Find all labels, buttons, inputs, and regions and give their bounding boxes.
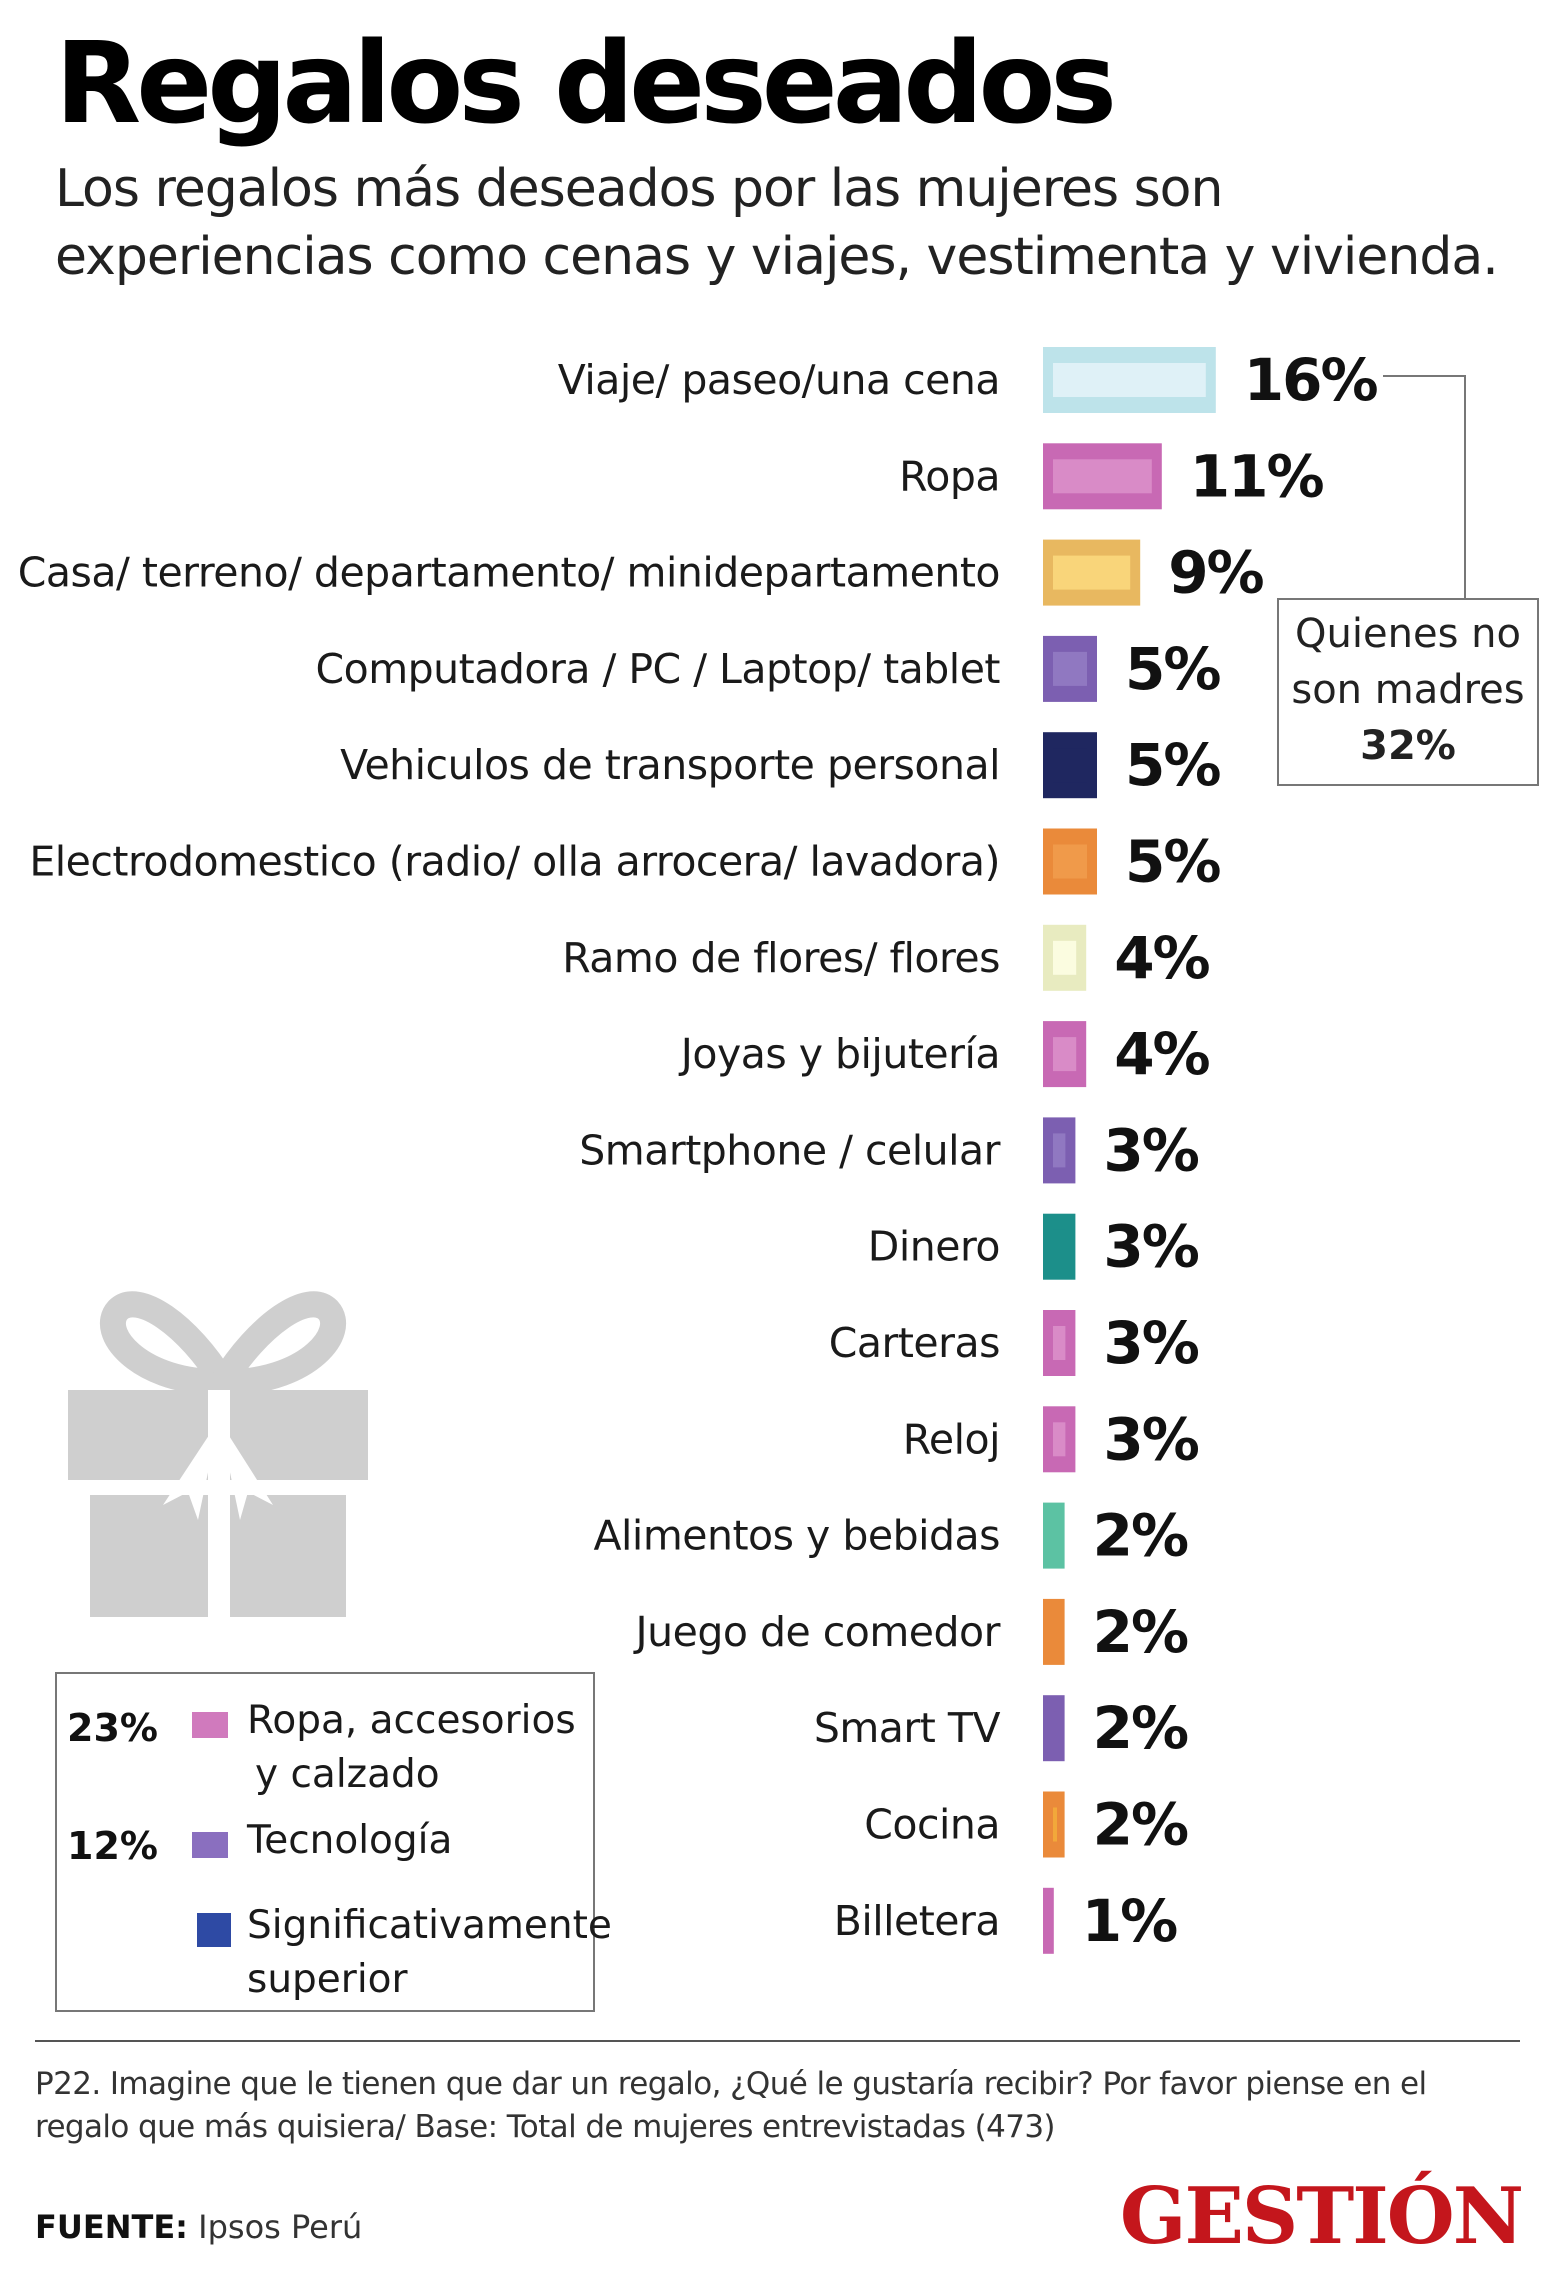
category-label: Billetera (834, 1897, 1000, 1945)
bar-highlight (1053, 1518, 1057, 1553)
category-label: Juego de comedor (633, 1608, 1001, 1656)
category-label: Smart TV (814, 1704, 1001, 1752)
legend-text: Significativamente superior (247, 1899, 612, 2007)
survey-note: P22. Imagine que le tienen que dar un re… (35, 2066, 1427, 2145)
bar-highlight (1053, 1133, 1066, 1168)
category-label: Ropa (899, 452, 1000, 500)
value-label: 5% (1125, 731, 1220, 799)
bar-highlight (1053, 940, 1077, 975)
value-label: 3% (1103, 1116, 1198, 1184)
source-value: Ipsos Perú (198, 2208, 363, 2246)
value-label: 4% (1114, 924, 1209, 992)
value-label: 5% (1125, 828, 1220, 896)
category-label: Smartphone / celular (579, 1126, 1000, 1174)
legend-pct: 23% (67, 1706, 158, 1750)
legend-text-line2: y calzado (255, 1752, 440, 1797)
legend-text: Tecnología (247, 1814, 607, 1868)
source-line: FUENTE: Ipsos Perú (35, 2208, 362, 2246)
bar (1043, 1887, 1054, 1954)
legend-text-line1: Significativamente (247, 1903, 612, 1948)
bar-highlight (1053, 651, 1087, 686)
category-label: Viaje/ paseo/una cena (558, 356, 1000, 404)
category-label: Casa/ terreno/ departamento/ minideparta… (18, 549, 1000, 597)
bar-highlight (1053, 459, 1152, 494)
source-label: FUENTE: (35, 2208, 188, 2246)
value-label: 3% (1103, 1405, 1198, 1473)
bar-chart: Viaje/ paseo/una cena 16% Ropa 11% Casa/ ter… (18, 346, 1466, 1955)
value-label: 2% (1093, 1598, 1188, 1666)
footer-divider (35, 2040, 1520, 2042)
bar-highlight (1053, 844, 1087, 879)
category-label: Electrodomestico (radio/ olla arrocera/ … (29, 838, 1000, 886)
callout-connector (1383, 375, 1466, 598)
legend-text-line1: Tecnología (247, 1818, 453, 1863)
legend-text: Ropa, accesorios y calzado (247, 1694, 607, 1802)
category-label: Cocina (864, 1801, 1000, 1849)
category-label: Computadora / PC / Laptop/ tablet (315, 645, 1000, 693)
bar-highlight (1053, 1614, 1057, 1649)
bar-highlight (1053, 1326, 1066, 1360)
page-title: Regalos deseados (55, 19, 1117, 149)
value-label: 2% (1093, 1694, 1188, 1762)
value-label: 9% (1168, 539, 1263, 607)
category-label: Ramo de flores/ flores (562, 934, 1000, 982)
category-label: Alimentos y bebidas (593, 1512, 1000, 1560)
callout-box: Quienes no son madres 32% (1277, 598, 1539, 786)
legend-swatch (192, 1832, 228, 1858)
bar-highlight (1053, 1807, 1057, 1842)
value-label: 2% (1093, 1791, 1188, 1859)
callout-value: 32% (1360, 723, 1456, 769)
bar-highlight (1053, 1711, 1057, 1746)
value-label: 5% (1125, 635, 1220, 703)
category-label: Dinero (868, 1223, 1000, 1271)
callout-line1: Quienes no (1295, 611, 1521, 657)
value-label: 3% (1103, 1309, 1198, 1377)
value-label: 1% (1082, 1887, 1177, 1955)
value-label: 16% (1244, 346, 1378, 414)
legend-swatch (192, 1712, 228, 1738)
value-label: 2% (1093, 1502, 1188, 1570)
value-label: 4% (1114, 1020, 1209, 1088)
bar-highlight (1053, 555, 1131, 590)
bar-highlight (1053, 1229, 1066, 1264)
bar-highlight (1053, 363, 1206, 397)
legend-text-line2: superior (247, 1957, 408, 2002)
legend-swatch (197, 1913, 231, 1947)
legend-pct: 12% (67, 1824, 158, 1868)
bar-highlight (1053, 748, 1087, 783)
category-label: Joyas y bijutería (678, 1030, 1000, 1078)
category-label: Reloj (903, 1415, 1000, 1463)
gestion-logo: GESTIÓN (1119, 2171, 1524, 2262)
bar-highlight (1053, 1422, 1066, 1457)
page-subtitle: Los regalos más deseados por las mujeres… (55, 159, 1499, 287)
value-label: 3% (1103, 1213, 1198, 1281)
category-label: Vehiculos de transporte personal (340, 741, 1000, 789)
legend: 23% Ropa, accesorios y calzado 12% Tecno… (55, 1672, 612, 2012)
callout-line2: son madres (1291, 667, 1525, 713)
bar-highlight (1053, 1037, 1077, 1072)
category-label: Carteras (829, 1319, 1000, 1367)
legend-text-line1: Ropa, accesorios (247, 1698, 576, 1743)
value-label: 11% (1190, 442, 1324, 510)
gift-icon (68, 1291, 368, 1617)
